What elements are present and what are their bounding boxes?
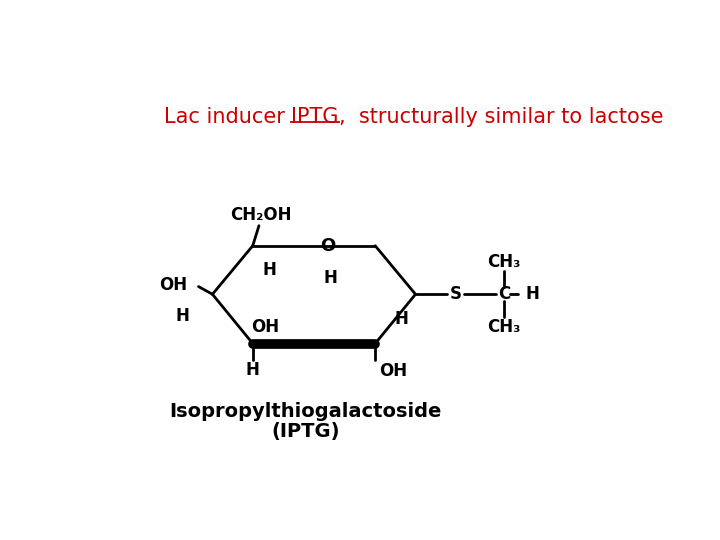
Text: H: H: [323, 269, 337, 287]
Text: O: O: [320, 237, 336, 255]
Text: OH: OH: [379, 362, 408, 380]
Text: H: H: [395, 310, 408, 328]
Text: Lac inducer: Lac inducer: [163, 107, 291, 127]
Text: H: H: [176, 307, 189, 325]
Text: H: H: [263, 261, 276, 279]
Text: CH₃: CH₃: [487, 253, 521, 271]
Text: S: S: [450, 285, 462, 303]
Text: H: H: [526, 285, 539, 303]
Text: OH: OH: [160, 276, 188, 294]
Text: OH: OH: [251, 318, 279, 335]
Text: Isopropylthiogalactoside: Isopropylthiogalactoside: [169, 402, 441, 421]
Text: CH₃: CH₃: [487, 318, 521, 335]
Text: IPTG: IPTG: [291, 107, 338, 127]
Text: CH₂OH: CH₂OH: [230, 206, 292, 224]
Text: ,  structurally similar to lactose: , structurally similar to lactose: [338, 107, 663, 127]
Text: (IPTG): (IPTG): [271, 422, 340, 441]
Text: H: H: [246, 361, 260, 380]
Text: C: C: [498, 285, 510, 303]
